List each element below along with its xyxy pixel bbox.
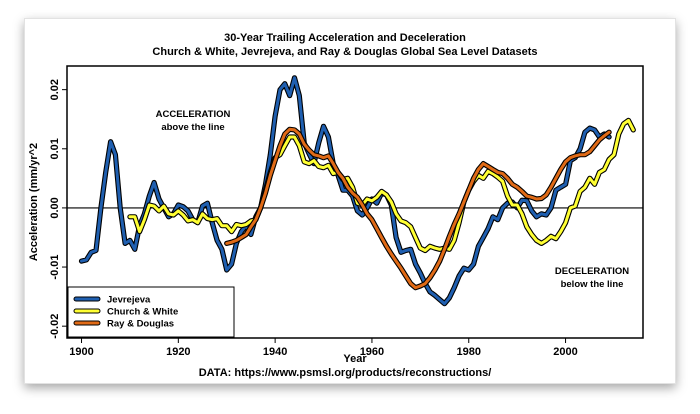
y-tick-label: 0.02 <box>49 79 61 100</box>
y-tick-label: 0.01 <box>49 138 61 159</box>
y-tick-label: 0.00 <box>49 197 61 218</box>
series-line-church-white <box>128 118 635 252</box>
x-tick-label: 1960 <box>360 346 384 358</box>
x-tick-label: 1940 <box>263 346 287 358</box>
series-outline-church-white <box>127 117 636 254</box>
data-source-note: DATA: https://www.psmsl.org/products/rec… <box>199 367 492 379</box>
y-axis-label: Acceleration (mm/yr^2 <box>28 143 40 261</box>
x-axis-label: Year <box>343 353 367 365</box>
y-tick-label: -0.01 <box>49 255 61 280</box>
acceleration-annotation-title: ACCELERATION <box>156 109 231 120</box>
chart-title: 30-Year Trailing Acceleration and Decele… <box>224 32 466 44</box>
plot-frame <box>66 65 644 339</box>
series-layer <box>78 75 636 307</box>
deceleration-annotation-title: DECELERATION <box>555 266 629 277</box>
legend-label-jevrejeva: Jevrejeva <box>107 295 151 306</box>
axes-layer: 1900 1920 1940 1960 1980 2000 -0.02 -0.01 0.00 0.… <box>49 79 578 358</box>
x-tick-label: 2000 <box>553 346 577 358</box>
series-line-ray-douglas <box>225 127 611 290</box>
x-tick-label: 1980 <box>457 346 481 358</box>
legend-label-ray-douglas: Ray & Douglas <box>107 319 174 330</box>
chart-subtitle: Church & White, Jevrejeva, and Ray & Dou… <box>152 46 537 58</box>
x-tick-label: 1900 <box>69 346 93 358</box>
chart-card: 30-Year Trailing Acceleration and Decele… <box>24 18 676 384</box>
x-tick-label: 1920 <box>166 346 190 358</box>
y-tick-label: -0.02 <box>49 314 61 339</box>
acceleration-annotation-subtitle: above the line <box>161 122 224 133</box>
deceleration-annotation-subtitle: below the line <box>561 279 624 290</box>
legend-label-church-white: Church & White <box>107 307 178 318</box>
sea-level-acceleration-chart: 30-Year Trailing Acceleration and Decele… <box>28 32 644 379</box>
